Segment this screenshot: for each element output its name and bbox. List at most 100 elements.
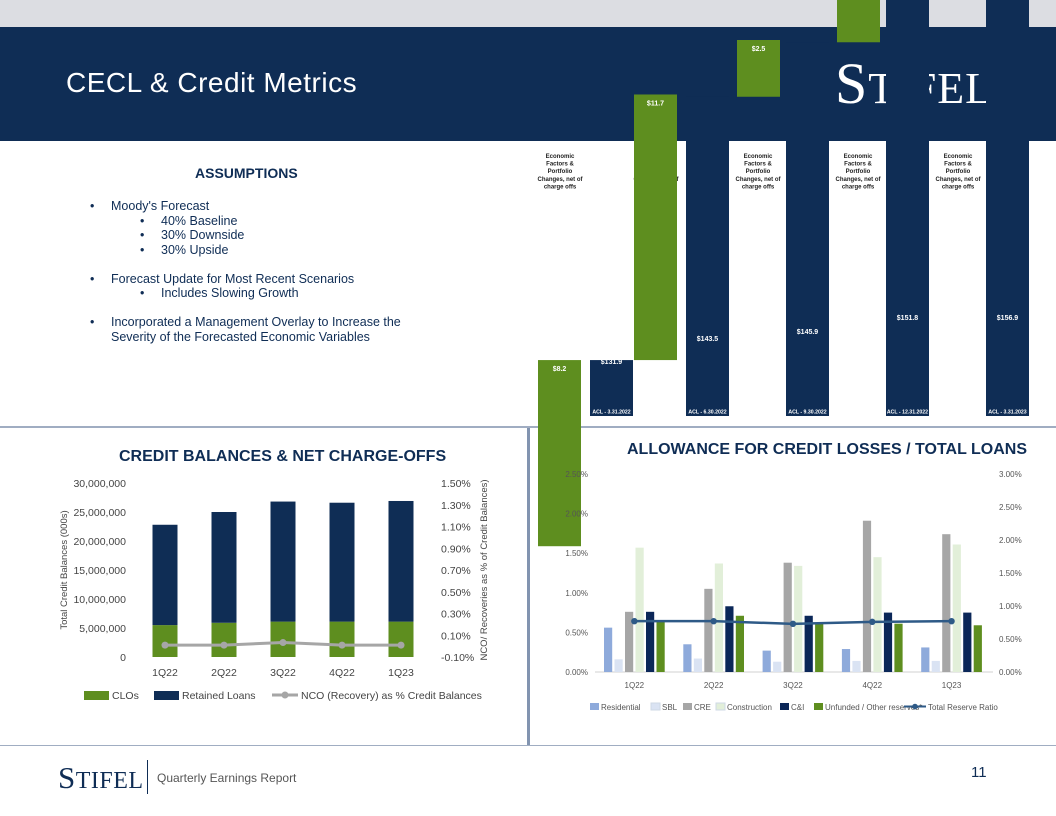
y2-tick-label: 0.70% <box>441 565 471 577</box>
y2-tick-label: 0.00% <box>999 668 1022 677</box>
sub-bullet-item: Includes Slowing Growth <box>140 286 401 301</box>
waterfall-total-label: $145.9 <box>797 329 819 336</box>
y2-tick-label: 1.50% <box>999 569 1022 578</box>
page-title: CECL & Credit Metrics <box>66 67 358 98</box>
sub-bullet-item: 30% Downside <box>140 228 401 243</box>
legend-label: CLOs <box>112 690 139 702</box>
reserve-ratio-marker <box>789 620 797 628</box>
page-number: 11 <box>971 764 987 781</box>
waterfall-header-label: Changes, net of <box>537 177 583 183</box>
legend-label: CRE <box>694 703 711 712</box>
waterfall-header-label: Economic <box>844 154 873 160</box>
y2-tick-label: 2.00% <box>999 536 1022 545</box>
legend-swatch <box>590 703 599 710</box>
y-tick-label: 25,000,000 <box>73 507 126 519</box>
waterfall-axis-label: ACL - 3.31.2022 <box>592 410 630 416</box>
residential-bar <box>841 649 851 672</box>
assumptions-list: Moody's Forecast 40% Baseline 30% Downsi… <box>90 199 401 344</box>
reserve-ratio-marker <box>869 618 876 626</box>
waterfall-change-bar <box>837 0 880 43</box>
bullet-continuation: Severity of the Forecasted Economic Vari… <box>111 329 370 344</box>
y2-tick-label: 3.00% <box>999 470 1022 479</box>
y-tick-label: 15,000,000 <box>73 565 126 577</box>
waterfall-change-bar <box>538 360 581 547</box>
bullet-item: Forecast Update for Most Recent Scenario… <box>90 272 401 287</box>
waterfall-change-bar <box>737 40 780 97</box>
waterfall-header-label: Changes, net of <box>835 177 881 183</box>
sbl-bar <box>931 660 940 672</box>
waterfall-header-label: Economic <box>944 154 973 160</box>
y2-tick-label: 0.50% <box>441 587 471 599</box>
construction-bar <box>873 557 882 672</box>
y-tick-label: 0.50% <box>565 628 588 637</box>
waterfall-header-label: Portfolio <box>946 169 971 175</box>
y-tick-label: 1.50% <box>565 549 588 558</box>
legend-swatch-clos <box>84 691 109 700</box>
y2-axis-label: NCO/ Recoveries as % of Credit Balances) <box>479 479 490 660</box>
y2-tick-label: 1.50% <box>441 478 471 490</box>
y2-tick-label: 0.10% <box>441 630 471 642</box>
unfunded-bar <box>815 622 824 672</box>
waterfall-total-bar <box>886 0 929 406</box>
legend-swatch-retained <box>154 691 179 700</box>
cre-bar <box>942 534 951 672</box>
reserve-ratio-marker <box>631 617 638 625</box>
bottom-divider <box>0 745 1056 746</box>
vertical-divider <box>527 428 530 746</box>
waterfall-header-label: Economic <box>546 154 575 160</box>
y-tick-label: 1.00% <box>565 589 588 598</box>
waterfall-axis-label: ACL - 12.31.2022 <box>887 410 928 416</box>
x-tick-label: 1Q22 <box>152 667 178 679</box>
waterfall-header-label: Portfolio <box>548 169 573 175</box>
waterfall-total-bar <box>590 360 633 406</box>
clo-bar <box>152 625 178 657</box>
x-tick-label: 3Q22 <box>270 667 296 679</box>
waterfall-header-label: charge offs <box>544 184 577 190</box>
y2-tick-label: 1.10% <box>441 522 471 534</box>
y2-tick-label: 0.90% <box>441 543 471 555</box>
waterfall-total-bar <box>786 42 829 406</box>
footer-text: Quarterly Earnings Report <box>157 771 297 785</box>
waterfall-axis-label: ACL - 9.30.2022 <box>788 410 826 416</box>
legend-label: Residential <box>601 703 641 712</box>
waterfall-axis-label-bg <box>886 406 929 416</box>
waterfall-total-label: $143.5 <box>697 336 719 343</box>
legend-marker-nco <box>281 691 289 699</box>
y-tick-label: 30,000,000 <box>73 478 126 490</box>
footer-logo-initial: S <box>58 760 76 795</box>
y2-tick-label: 1.30% <box>441 500 471 512</box>
footer-separator <box>147 760 148 794</box>
nco-marker <box>397 641 405 649</box>
sbl-bar <box>614 659 623 672</box>
unfunded-bar <box>735 615 744 672</box>
ci-bar <box>646 611 655 672</box>
ci-bar <box>725 606 734 672</box>
y2-tick-label: 2.50% <box>999 503 1022 512</box>
retained-loans-bar <box>388 500 414 622</box>
waterfall-total-label: $151.8 <box>897 315 919 322</box>
clo-bar <box>211 622 237 657</box>
waterfall-header-label: charge offs <box>942 184 975 190</box>
retained-loans-bar <box>152 524 178 626</box>
bullet-item: Incorporated a Management Overlay to Inc… <box>90 315 401 330</box>
legend-swatch <box>683 703 692 710</box>
y-tick-label: 0 <box>120 652 126 664</box>
ci-bar <box>883 612 893 672</box>
waterfall-change-bar <box>634 94 677 361</box>
waterfall-header-label: Portfolio <box>846 169 871 175</box>
logo-initial: S <box>835 51 869 116</box>
reserve-ratio-marker <box>710 617 717 625</box>
residential-bar <box>683 644 692 672</box>
y-tick-label: 2.50% <box>565 470 588 479</box>
nco-marker <box>338 641 346 649</box>
waterfall-change-label: $2.5 <box>752 46 766 53</box>
legend-label: Unfunded / Other reserves* <box>825 703 922 712</box>
unfunded-bar <box>656 620 665 672</box>
waterfall-axis-label-bg <box>686 406 729 416</box>
waterfall-header-label: Factors & <box>844 162 872 168</box>
waterfall-axis-label: ACL - 3.31.2023 <box>988 410 1026 416</box>
waterfall-axis-label-bg <box>786 406 829 416</box>
y-tick-label: 5,000,000 <box>79 623 126 635</box>
legend-swatch <box>715 702 726 711</box>
retained-loans-bar <box>270 501 296 622</box>
